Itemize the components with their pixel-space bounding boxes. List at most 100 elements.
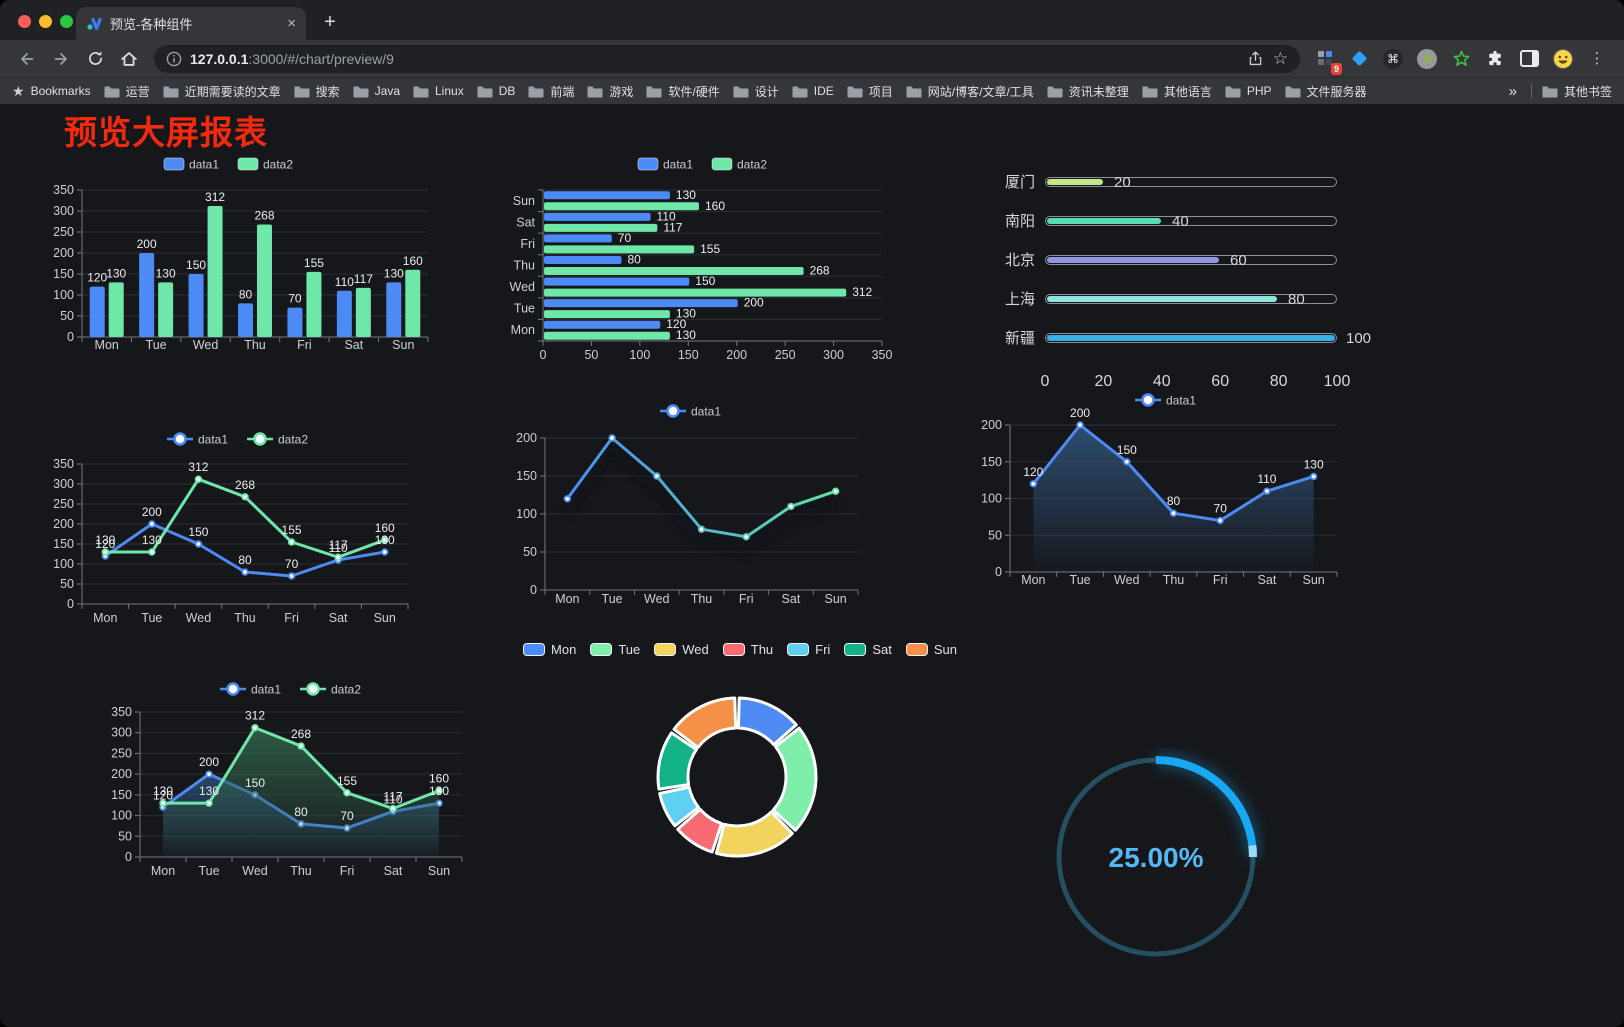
donut-slice-Tue[interactable] <box>771 726 818 832</box>
hbar-data2-Sun[interactable] <box>544 202 699 211</box>
bookmark-folder-Linux[interactable]: Linux <box>413 83 464 100</box>
hbar-data2-Mon[interactable] <box>544 331 670 340</box>
bookmark-folder-游戏[interactable]: 游戏 <box>587 83 633 100</box>
bookmark-folder-设计[interactable]: 设计 <box>733 83 779 100</box>
legend-item-data1[interactable]: data1 <box>167 432 228 447</box>
hbar-data2-Fri[interactable] <box>544 245 695 254</box>
minimize-window-button[interactable] <box>39 15 52 28</box>
bar-data2-Sun[interactable] <box>405 269 421 337</box>
bookmark-folder-PHP[interactable]: PHP <box>1225 83 1272 100</box>
forward-icon[interactable] <box>48 46 74 72</box>
zoom-window-button[interactable] <box>60 15 73 28</box>
bar-data2-Mon[interactable] <box>108 282 124 337</box>
bookmark-folder-项目[interactable]: 项目 <box>847 83 893 100</box>
tab-close-icon[interactable]: × <box>287 15 296 32</box>
hbar-data1-Fri[interactable] <box>544 234 612 243</box>
donut-legend-item-Thu[interactable]: Thu <box>722 642 773 657</box>
bar-data2-Tue[interactable] <box>158 282 174 337</box>
profile-avatar[interactable] <box>1551 47 1575 71</box>
site-info-icon[interactable] <box>166 51 182 67</box>
hbar-data1-Mon[interactable] <box>544 320 661 329</box>
donut-slice-Fri[interactable] <box>658 785 700 828</box>
bookmark-folder-软件/硬件[interactable]: 软件/硬件 <box>646 83 720 100</box>
chart-area-line[interactable]: data1 0 50 100 150 200 Mon Tue Wed Thu Fri Sat Sun 12… <box>980 388 1358 603</box>
hbar-data1-Sat[interactable] <box>544 212 651 221</box>
extension-record-icon[interactable] <box>1415 47 1439 71</box>
bookmark-folder-IDE[interactable]: IDE <box>792 83 834 100</box>
bookmark-folder-近期需要读的文章[interactable]: 近期需要读的文章 <box>163 83 281 100</box>
bookmark-folder-Java[interactable]: Java <box>353 83 400 100</box>
bookmark-folder-网站/博客/文章/工具[interactable]: 网站/博客/文章/工具 <box>906 83 1034 100</box>
address-bar[interactable]: 127.0.0.1:3000/#/chart/preview/9 ☆ <box>154 44 1300 73</box>
extension-diamond-icon[interactable] <box>1347 47 1371 71</box>
bar-data2-Fri[interactable] <box>306 271 322 337</box>
chart-double-area[interactable]: data1 data2 0 50 100 150 200 250 300 350 Mon Tue Wed… <box>95 674 479 894</box>
legend-item-data2[interactable]: data2 <box>711 157 767 172</box>
bar-data1-Tue[interactable] <box>139 253 155 337</box>
hbar-data1-Tue[interactable] <box>544 299 738 308</box>
progress-row-南阳[interactable]: 南阳 40 <box>975 201 1395 240</box>
bar-data1-Mon[interactable] <box>89 286 105 337</box>
extension-grid-icon[interactable]: 9 <box>1313 47 1342 75</box>
bookmarks-overflow-chevron[interactable]: » <box>1508 82 1517 100</box>
chart-grouped-bar[interactable]: data1 data2 0 50 100 150 200 250 300 350 Mon Tue Wed… <box>36 150 440 368</box>
bar-data1-Sat[interactable] <box>336 290 352 337</box>
bookmark-folder-前端[interactable]: 前端 <box>528 83 574 100</box>
hbar-data1-Wed[interactable] <box>544 277 690 286</box>
browser-tab[interactable]: 预览-各种组件 × <box>76 7 306 40</box>
donut-slice-Sat[interactable] <box>656 731 698 791</box>
bar-data1-Wed[interactable] <box>188 274 204 337</box>
donut-slice-Mon[interactable] <box>736 696 798 747</box>
donut-slice-Sun[interactable] <box>672 696 738 749</box>
browser-menu-icon[interactable]: ⋮ <box>1589 50 1605 67</box>
hbar-data2-Tue[interactable] <box>544 310 670 319</box>
bar-data1-Thu[interactable] <box>238 303 253 337</box>
chart-percent-gauge[interactable]: 25.00% <box>1046 747 1266 967</box>
donut-legend-item-Fri[interactable]: Fri <box>787 642 830 657</box>
back-icon[interactable] <box>14 46 40 72</box>
bookmark-folder-资讯未整理[interactable]: 资讯未整理 <box>1047 83 1129 100</box>
donut-legend-item-Sat[interactable]: Sat <box>844 642 892 657</box>
progress-row-厦门[interactable]: 厦门 20 <box>975 162 1395 201</box>
side-panel-icon[interactable] <box>1517 47 1541 71</box>
bar-data2-Wed[interactable] <box>207 205 223 337</box>
bar-data1-Sun[interactable] <box>386 282 402 337</box>
chart-city-progress[interactable]: 厦门 20 南阳 40 北京 60 上海 80 新疆 100 0 20 40 60 80 100 <box>975 162 1395 395</box>
legend-item-data1[interactable]: data1 <box>1135 393 1196 408</box>
chart-gradient-line[interactable]: data1 0 50 100 150 200 Mon Tue Wed Thu Fri Sat Sun <box>505 398 879 616</box>
legend-item-data1[interactable]: data1 <box>220 682 281 697</box>
legend-item-data2[interactable]: data2 <box>237 157 293 172</box>
bookmark-folder-DB[interactable]: DB <box>477 83 515 100</box>
hbar-data2-Wed[interactable] <box>544 288 847 297</box>
bookmark-folder-文件服务器[interactable]: 文件服务器 <box>1285 83 1367 100</box>
bookmark-folder-运营[interactable]: 运营 <box>104 83 150 100</box>
chart-horizontal-bar[interactable]: data1 data2 Sun Sat Fri Thu Wed Tue Mon 0 50 100 150… <box>500 150 920 372</box>
home-icon[interactable] <box>116 46 142 72</box>
donut-legend-item-Wed[interactable]: Wed <box>654 642 709 657</box>
hbar-data1-Thu[interactable] <box>544 256 622 264</box>
legend-item-data1[interactable]: data1 <box>163 157 219 172</box>
legend-item-data1[interactable]: data1 <box>660 404 721 419</box>
extensions-puzzle-icon[interactable] <box>1483 47 1507 71</box>
progress-row-新疆[interactable]: 新疆 100 <box>975 318 1395 357</box>
reload-icon[interactable] <box>82 46 108 72</box>
other-bookmarks-folder[interactable]: 其他书签 <box>1542 83 1612 100</box>
legend-item-data2[interactable]: data2 <box>247 432 308 447</box>
bar-data2-Sat[interactable] <box>355 287 371 337</box>
bookmark-folder-搜索[interactable]: 搜索 <box>294 83 340 100</box>
legend-item-data2[interactable]: data2 <box>300 682 361 697</box>
progress-row-北京[interactable]: 北京 60 <box>975 240 1395 279</box>
new-tab-button[interactable]: + <box>324 11 336 33</box>
bar-data2-Thu[interactable] <box>257 224 272 337</box>
progress-row-上海[interactable]: 上海 80 <box>975 279 1395 318</box>
extension-command-icon[interactable]: ⌘ <box>1381 47 1405 71</box>
extension-star-icon[interactable] <box>1449 47 1473 71</box>
chart-weekday-donut[interactable] <box>637 687 837 877</box>
hbar-data2-Sat[interactable] <box>544 223 658 232</box>
close-window-button[interactable] <box>18 15 31 28</box>
chart-double-line[interactable]: data1 data2 0 50 100 150 200 250 300 350 Mon Tue Wed… <box>40 425 424 640</box>
hbar-data1-Sun[interactable] <box>544 191 670 200</box>
bookmark-folder-其他语言[interactable]: 其他语言 <box>1142 83 1212 100</box>
legend-item-data1[interactable]: data1 <box>637 157 693 172</box>
bookmark-star-icon[interactable]: ☆ <box>1272 49 1288 68</box>
